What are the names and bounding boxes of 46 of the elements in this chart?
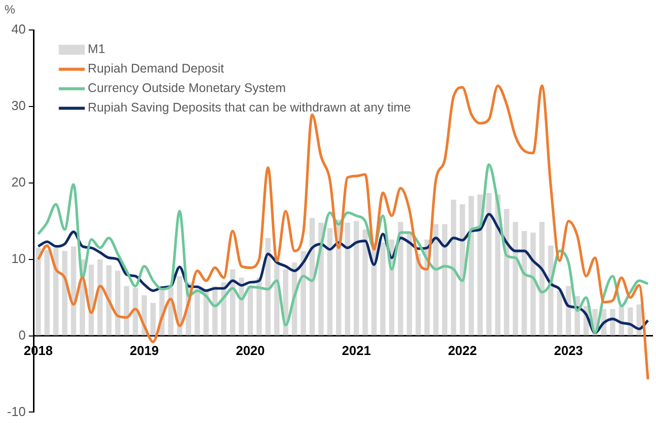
bar — [486, 192, 492, 336]
y-tick-label: 20 — [11, 174, 26, 190]
x-tick-label: 2022 — [448, 343, 477, 358]
y-tick-label: 10 — [11, 250, 26, 266]
line-series — [36, 163, 650, 334]
bar — [248, 286, 253, 336]
bar — [468, 196, 474, 336]
bar — [433, 224, 439, 336]
bar — [88, 264, 94, 336]
bar — [62, 250, 68, 336]
x-tick-label: 2023 — [554, 343, 583, 358]
bar — [442, 224, 448, 336]
y-tick-label: 40 — [11, 22, 26, 37]
y-axis-title: % — [4, 2, 16, 16]
bar — [327, 228, 332, 336]
bar — [354, 221, 360, 336]
bar — [300, 250, 306, 336]
bar — [628, 307, 633, 336]
y-tick-label: 30 — [11, 98, 26, 114]
bar — [44, 250, 50, 336]
bar — [556, 290, 562, 336]
legend-label: Currency Outside Monetary System — [88, 81, 286, 96]
x-tick-label: 2021 — [342, 343, 371, 358]
bar — [522, 231, 527, 336]
legend-label: Rupiah Demand Deposit — [88, 62, 225, 76]
bar — [380, 242, 386, 336]
bar — [194, 289, 200, 336]
y-tick-label: -10 — [6, 404, 26, 419]
x-tick-label: 2020 — [236, 343, 265, 358]
x-tick-label: 2019 — [130, 343, 159, 358]
bar — [530, 232, 536, 336]
bar — [362, 230, 368, 336]
bar — [176, 276, 182, 336]
bar — [310, 218, 315, 336]
legend-label: Rupiah Saving Deposits that can be withdrawn at any time — [88, 100, 411, 115]
bar — [450, 200, 456, 336]
y-tick-label: 0 — [18, 327, 26, 342]
bar — [115, 270, 120, 336]
bar — [53, 248, 59, 336]
bar — [150, 302, 156, 336]
bar — [230, 269, 236, 336]
bar — [344, 222, 350, 336]
bar — [416, 254, 421, 336]
legend-label: M1 — [88, 42, 106, 56]
bar — [406, 234, 412, 336]
bar — [36, 248, 41, 336]
